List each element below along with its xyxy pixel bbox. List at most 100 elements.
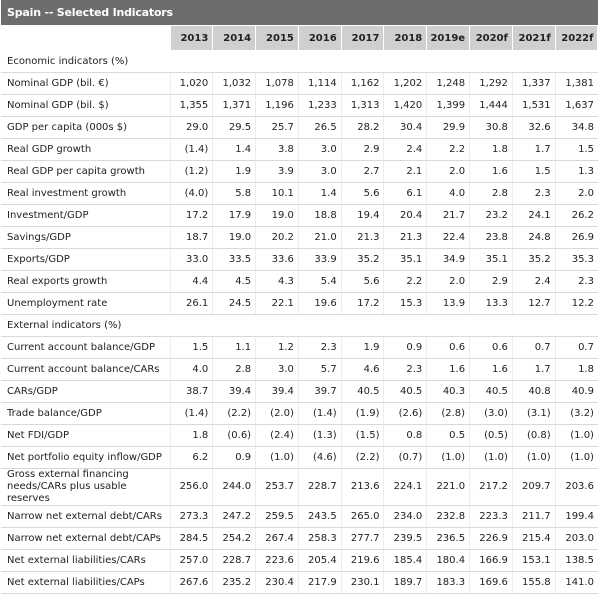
value-cell: 259.5 [255,505,299,528]
value-cell: 2.4 [383,138,427,161]
row-label: Nominal GDP (bil. €) [1,72,170,95]
value-cell: 22.1 [255,292,299,315]
value-cell: (2.2) [212,402,256,425]
table-row: Nominal GDP (bil. €) 1,020 1,032 1,078 1,114… [1,72,598,95]
value-cell: 1.4 [212,138,256,161]
table-row: Trade balance/GDP (1.4) (2.2) (2.0) (1.4) (1.… [1,402,598,425]
value-cell: (1.0) [426,446,470,469]
value-cell: 15.3 [383,292,427,315]
value-cell: 258.3 [297,527,342,550]
value-cell: 2.0 [426,160,470,183]
table-row: Narrow net external debt/CARs 273.3 247.2 2… [1,505,598,528]
value-cell: (1.0) [554,446,598,469]
year-header: 2017 [340,25,385,51]
value-cell: 1.8 [169,424,213,447]
value-cell: 4.0 [426,182,470,205]
value-cell: 0.8 [383,424,427,447]
value-cell: 219.6 [340,549,384,572]
value-cell: 3.8 [255,138,299,161]
year-header: 2013 [169,25,214,51]
value-cell: 277.7 [340,527,384,550]
value-cell: 4.0 [169,358,213,381]
value-cell: 12.7 [511,292,556,315]
value-cell: 1.9 [340,336,384,359]
value-cell: 35.1 [469,248,513,271]
year-header: 2014 [212,25,257,51]
value-cell: 236.5 [426,527,470,550]
value-cell: 224.1 [383,468,427,506]
value-cell: 230.4 [255,571,299,594]
year-header: 2021f [511,25,556,51]
value-cell: (4.0) [169,182,213,205]
row-label: CARs/GDP [1,380,170,403]
value-cell: 2.8 [469,182,513,205]
value-cell: 1.8 [469,138,513,161]
table-row: Unemployment rate 26.1 24.5 22.1 19.6 17.2 15.… [1,292,598,315]
value-cell: 4.5 [212,270,256,293]
value-cell: 39.4 [255,380,299,403]
row-label: Net external liabilities/CARs [1,549,170,572]
value-cell: 13.9 [426,292,470,315]
value-cell: 17.9 [212,204,256,227]
value-cell: (1.3) [297,424,342,447]
value-cell: 244.0 [212,468,256,506]
value-cell: 267.6 [169,571,213,594]
value-cell: 155.8 [511,571,556,594]
value-cell: 2.3 [554,270,598,293]
value-cell: 24.8 [511,226,556,249]
value-cell: 1.7 [511,138,556,161]
value-cell: 1,355 [169,94,213,117]
year-header: 2022f [554,25,599,51]
value-cell: 141.0 [554,571,598,594]
value-cell: 217.2 [469,468,513,506]
value-cell: 247.2 [212,505,256,528]
value-cell: (1.2) [169,160,213,183]
value-cell: 1,196 [255,94,299,117]
value-cell: 6.2 [169,446,213,469]
value-cell: (1.0) [255,446,299,469]
value-cell: 2.7 [340,160,384,183]
value-cell: 234.0 [383,505,427,528]
value-cell: 199.4 [554,505,598,528]
value-cell: 2.3 [383,358,427,381]
value-cell: 1.2 [255,336,299,359]
table-row: Current account balance/CARs 4.0 2.8 3.0 5.7… [1,358,598,381]
value-cell: 3.9 [255,160,299,183]
value-cell: 21.7 [426,204,470,227]
value-cell: 33.0 [169,248,213,271]
value-cell: (0.6) [212,424,256,447]
value-cell: 221.0 [426,468,470,506]
value-cell: 24.1 [511,204,556,227]
table-row: Real exports growth 4.4 4.5 4.3 5.4 5.6 2.2 2.0… [1,270,598,293]
value-cell: 39.7 [297,380,342,403]
value-cell: 3.0 [255,358,299,381]
value-cell: 23.8 [469,226,513,249]
table-row: Real investment growth (4.0) 5.8 10.1 1.4 5.6… [1,182,598,205]
value-cell: 226.9 [469,527,513,550]
value-cell: 1.6 [469,160,513,183]
value-cell: 254.2 [212,527,256,550]
value-cell: 138.5 [554,549,598,572]
value-cell: 21.3 [340,226,384,249]
value-cell: 1.5 [169,336,213,359]
value-cell: 35.2 [511,248,556,271]
value-cell: 1.5 [511,160,556,183]
indicators-table: 2013 2014 2015 2016 2017 2018 2019e 2020… [1,25,599,594]
value-cell: 1,399 [426,94,470,117]
value-cell: (1.5) [340,424,384,447]
value-cell: 19.4 [340,204,384,227]
value-cell: (1.4) [297,402,342,425]
table-row: Real GDP per capita growth (1.2) 1.9 3.9 3.0… [1,160,598,183]
value-cell: 239.5 [383,527,427,550]
value-cell: 230.1 [340,571,384,594]
value-cell: 211.7 [511,505,556,528]
value-cell: (4.6) [297,446,342,469]
value-cell: 3.0 [297,138,342,161]
table-row: Net external liabilities/CARs 257.0 228.7 2… [1,549,598,572]
row-label: Real GDP growth [1,138,170,161]
value-cell: 5.7 [297,358,342,381]
value-cell: 21.0 [297,226,342,249]
value-cell: (1.9) [340,402,384,425]
value-cell: 30.4 [383,116,427,139]
